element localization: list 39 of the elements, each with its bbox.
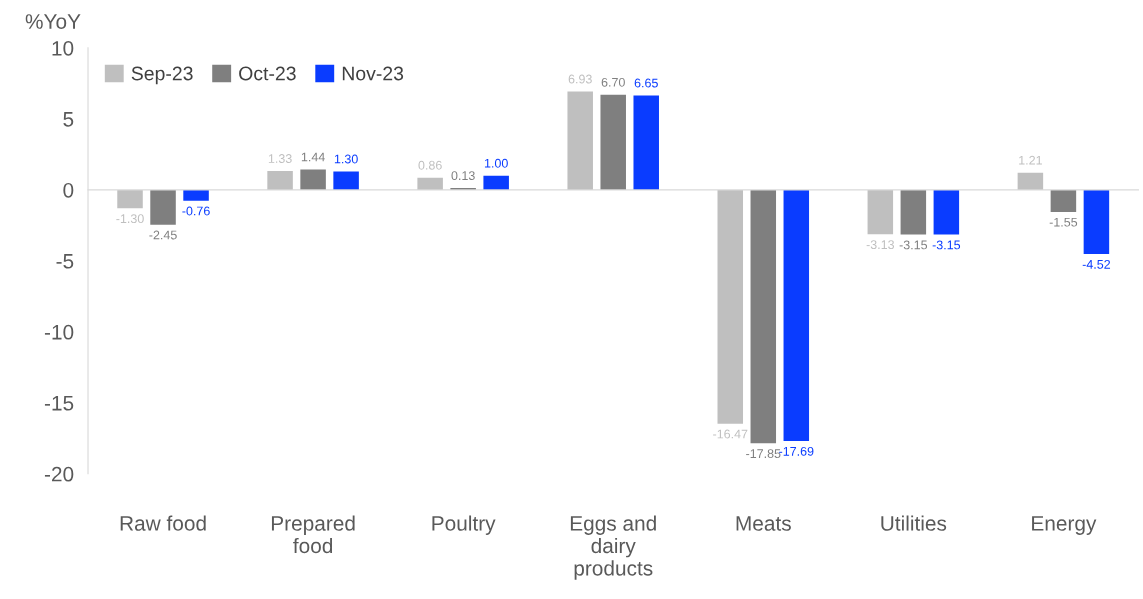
legend-label: Oct-23 (239, 66, 296, 81)
y-tick-label: -5 (56, 254, 74, 269)
y-tick-label: 0 (63, 182, 74, 198)
data-label: 1.30 (334, 154, 358, 164)
data-label: -3.15 (932, 240, 961, 250)
data-label: -1.30 (116, 214, 144, 224)
data-label: -2.45 (149, 230, 177, 240)
data-label: 6.70 (601, 77, 625, 87)
y-tick-label: -10 (44, 324, 74, 340)
data-label: -17.69 (779, 446, 814, 456)
x-tick-label: Raw food (120, 515, 206, 531)
data-label: 1.21 (1019, 155, 1042, 165)
y-tick-label: 10 (52, 40, 74, 56)
legend-label: Nov-23 (342, 66, 404, 81)
data-label: -1.55 (1049, 217, 1078, 227)
data-label: 0.86 (418, 160, 442, 170)
data-label: -16.47 (713, 429, 748, 439)
x-tick-label: Utilities (881, 515, 947, 531)
data-label: -0.76 (182, 206, 210, 216)
legend-label: Sep-23 (131, 66, 193, 85)
data-label: -3.15 (899, 240, 928, 250)
data-label: 1.00 (484, 158, 508, 168)
x-tick-label: Meats (736, 516, 791, 531)
x-tick-label: Energy (1032, 516, 1097, 535)
data-label: 1.33 (268, 154, 292, 163)
y-tick-label: -20 (44, 466, 74, 482)
data-label: 6.65 (634, 78, 658, 88)
y-tick-label: 5 (63, 112, 74, 127)
data-label: -4.52 (1082, 259, 1111, 269)
data-label: 6.93 (568, 74, 592, 84)
data-label: -17.85 (746, 449, 781, 459)
x-tick-label: Eggs and dairy products (570, 515, 656, 580)
x-tick-label: Prepared food (271, 515, 355, 554)
data-label: -3.13 (866, 240, 895, 250)
y-tick-label: -15 (44, 396, 74, 411)
data-label: 1.44 (301, 152, 325, 162)
x-tick-label: Poultry (432, 515, 496, 535)
data-label: 0.13 (451, 171, 475, 181)
y-axis-title: %YoY (25, 14, 81, 29)
